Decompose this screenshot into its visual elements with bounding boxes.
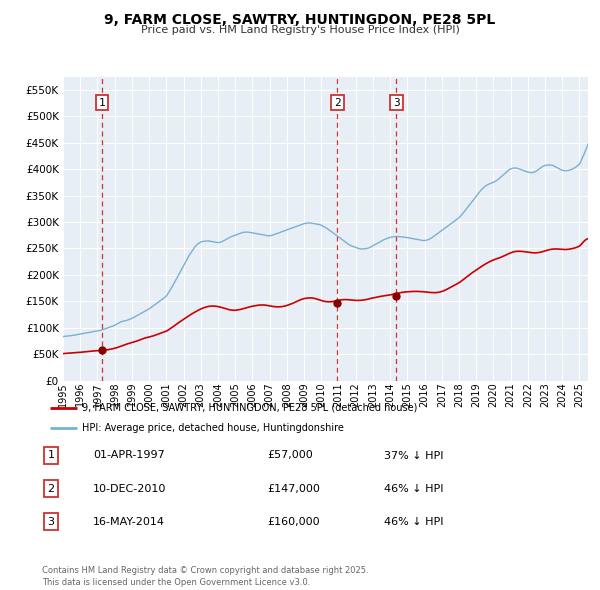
Text: 37% ↓ HPI: 37% ↓ HPI xyxy=(384,451,443,460)
Text: Price paid vs. HM Land Registry's House Price Index (HPI): Price paid vs. HM Land Registry's House … xyxy=(140,25,460,35)
Text: 2: 2 xyxy=(334,97,341,107)
Text: £57,000: £57,000 xyxy=(267,451,313,460)
Text: 01-APR-1997: 01-APR-1997 xyxy=(93,451,165,460)
Text: HPI: Average price, detached house, Huntingdonshire: HPI: Average price, detached house, Hunt… xyxy=(83,424,344,434)
Text: 3: 3 xyxy=(393,97,400,107)
Text: 46% ↓ HPI: 46% ↓ HPI xyxy=(384,517,443,526)
Text: Contains HM Land Registry data © Crown copyright and database right 2025.
This d: Contains HM Land Registry data © Crown c… xyxy=(42,566,368,587)
Text: 16-MAY-2014: 16-MAY-2014 xyxy=(93,517,165,526)
Text: 1: 1 xyxy=(98,97,105,107)
Text: 9, FARM CLOSE, SAWTRY, HUNTINGDON, PE28 5PL (detached house): 9, FARM CLOSE, SAWTRY, HUNTINGDON, PE28 … xyxy=(83,403,418,412)
Text: £160,000: £160,000 xyxy=(267,517,320,526)
Text: 10-DEC-2010: 10-DEC-2010 xyxy=(93,484,166,493)
Text: 2: 2 xyxy=(47,484,55,493)
Text: 9, FARM CLOSE, SAWTRY, HUNTINGDON, PE28 5PL: 9, FARM CLOSE, SAWTRY, HUNTINGDON, PE28 … xyxy=(104,13,496,27)
Text: £147,000: £147,000 xyxy=(267,484,320,493)
Text: 3: 3 xyxy=(47,517,55,526)
Text: 46% ↓ HPI: 46% ↓ HPI xyxy=(384,484,443,493)
Text: 1: 1 xyxy=(47,451,55,460)
